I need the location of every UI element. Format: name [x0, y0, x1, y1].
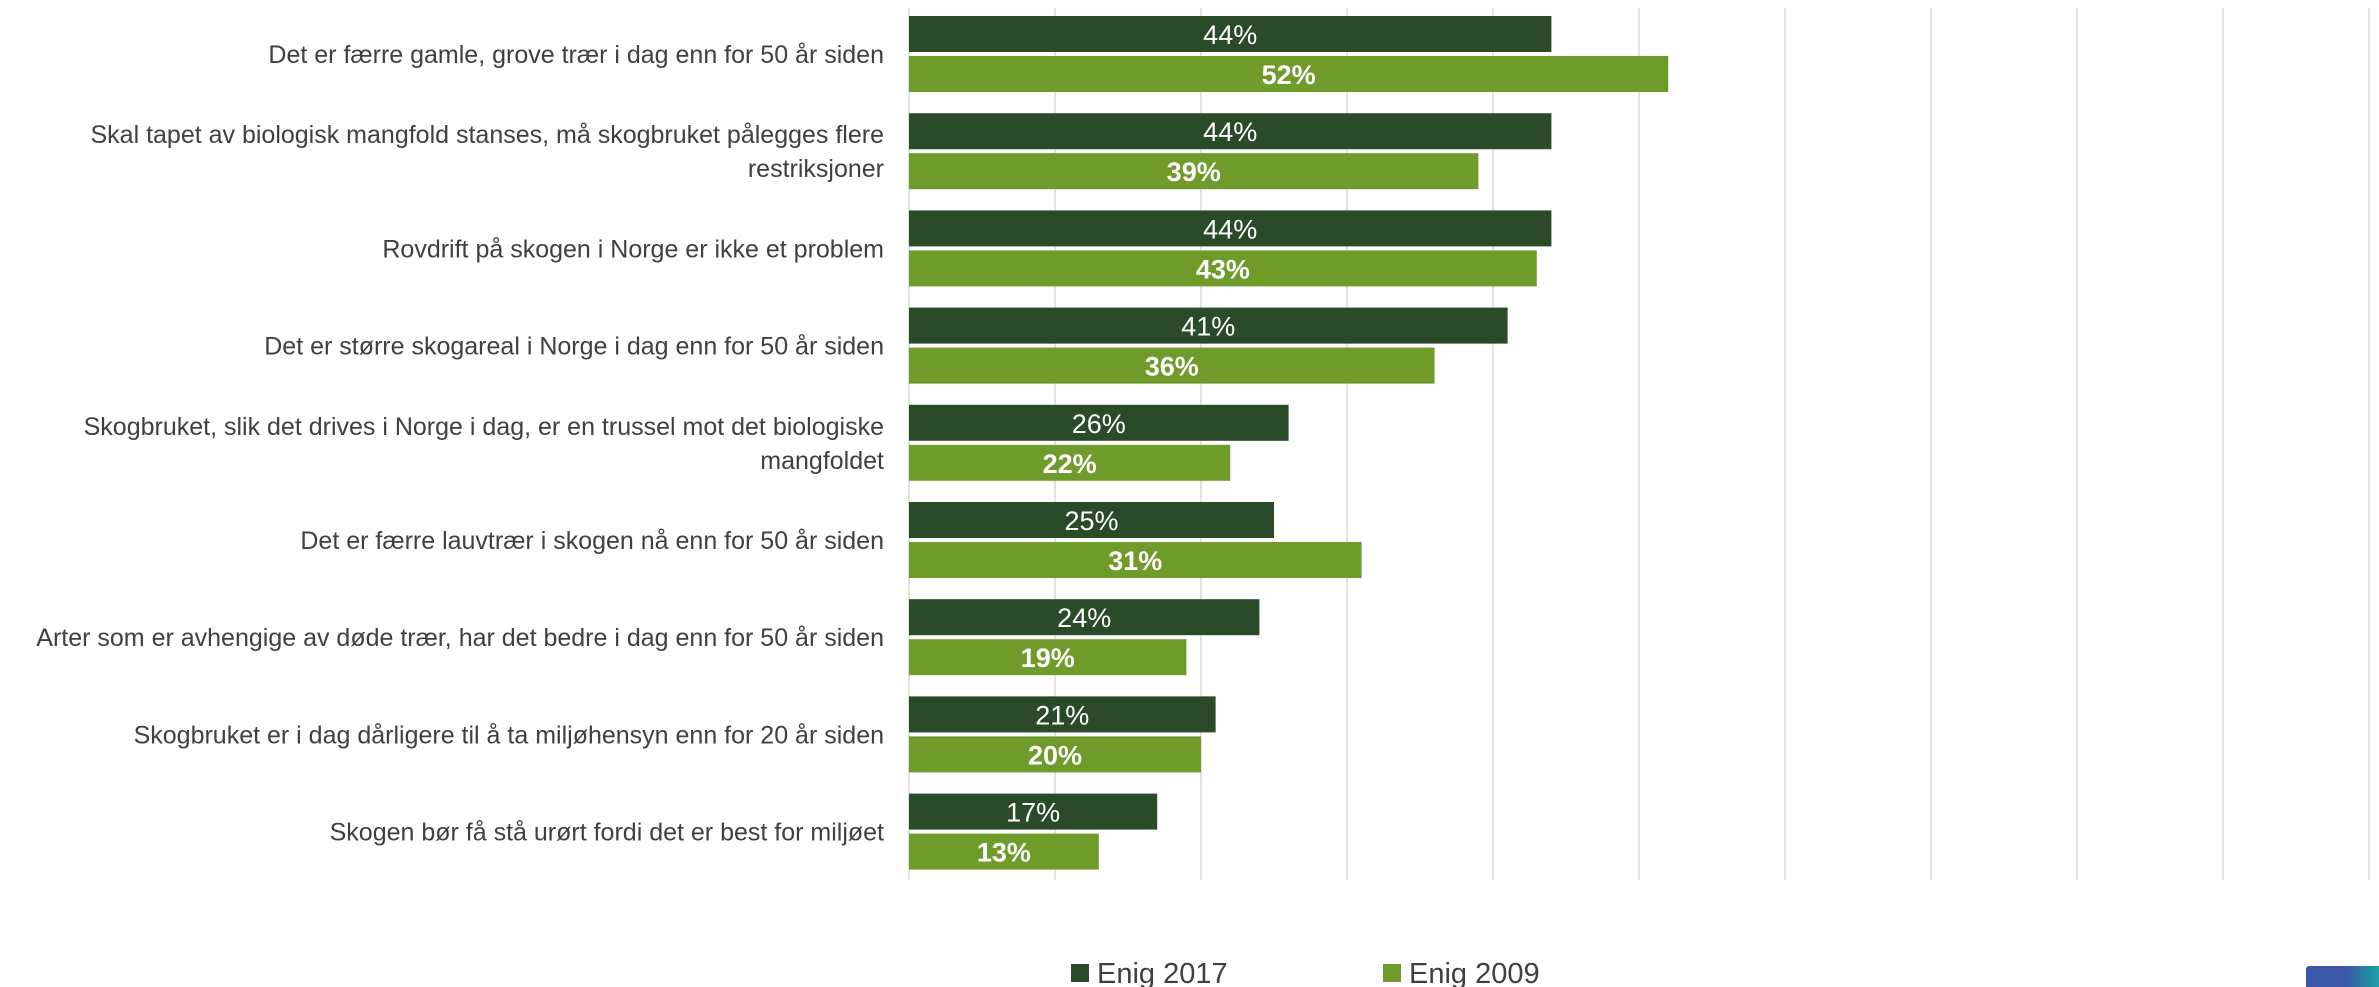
legend: Enig 2017 Enig 2009	[1071, 958, 1540, 987]
data-label: 44%	[1203, 214, 1257, 244]
bar-2009	[909, 56, 1669, 92]
data-label: 36%	[1145, 352, 1199, 382]
data-label: 21%	[1035, 700, 1089, 730]
category-label: Skogbruket, slik det drives i Norge i da…	[84, 413, 884, 441]
data-label: 44%	[1203, 20, 1257, 50]
category-label: Det er færre gamle, grove trær i dag enn…	[268, 41, 884, 69]
category-label: Arter som er avhengige av døde trær, har…	[36, 624, 884, 652]
category-label: Skogbruket er i dag dårligere til å ta m…	[134, 721, 884, 749]
category-labels: Det er færre gamle, grove trær i dag enn…	[36, 41, 884, 847]
bar-2009	[909, 736, 1201, 773]
logo-icon	[2306, 966, 2379, 987]
data-label: 43%	[1196, 254, 1250, 284]
category-label: Skogen bør få stå urørt fordi det er bes…	[330, 819, 884, 847]
bar-2009	[909, 153, 1479, 190]
bar-2017	[909, 793, 1158, 830]
data-label: 17%	[1006, 798, 1060, 828]
category-label: Det er større skogareal i Norge i dag en…	[264, 333, 884, 361]
category-label: mangfoldet	[760, 447, 884, 475]
bar-2009	[909, 833, 1099, 870]
data-label: 24%	[1057, 603, 1111, 633]
data-label: 13%	[977, 838, 1031, 868]
bar-2017	[909, 113, 1552, 150]
category-label: restriksjoner	[748, 155, 884, 183]
data-label: 31%	[1108, 546, 1162, 576]
bar-2017	[909, 404, 1289, 441]
bar-2017	[909, 599, 1260, 636]
bars: 44%52%44%39%44%43%41%36%26%22%25%31%24%1…	[909, 16, 1669, 870]
data-label: 52%	[1262, 60, 1316, 90]
data-label: 44%	[1203, 117, 1257, 147]
data-label: 41%	[1181, 312, 1235, 342]
category-label: Rovdrift på skogen i Norge er ikke et pr…	[382, 235, 884, 263]
legend-swatch-2017	[1071, 964, 1089, 982]
data-label: 22%	[1043, 449, 1097, 479]
data-label: 20%	[1028, 740, 1082, 770]
bar-2017	[909, 502, 1274, 538]
bar-2009	[909, 347, 1435, 384]
bar-2009	[909, 444, 1231, 481]
legend-label: Enig 2017	[1097, 958, 1228, 987]
data-label: 19%	[1021, 643, 1075, 673]
bar-2017	[909, 16, 1552, 52]
legend-swatch-2009	[1383, 964, 1401, 982]
bar-2017	[909, 696, 1216, 733]
bar-2017	[909, 210, 1552, 247]
bar-2009	[909, 250, 1537, 287]
data-label: 39%	[1167, 157, 1221, 187]
bar-2009	[909, 542, 1362, 578]
data-label: 26%	[1072, 409, 1126, 439]
category-label: Skal tapet av biologisk mangfold stanses…	[90, 121, 884, 149]
bar-2009	[909, 639, 1187, 676]
data-label: 25%	[1064, 506, 1118, 536]
category-label: Det er færre lauvtrær i skogen nå enn fo…	[300, 527, 884, 555]
bar-2017	[909, 307, 1508, 344]
legend-label: Enig 2009	[1409, 958, 1540, 987]
